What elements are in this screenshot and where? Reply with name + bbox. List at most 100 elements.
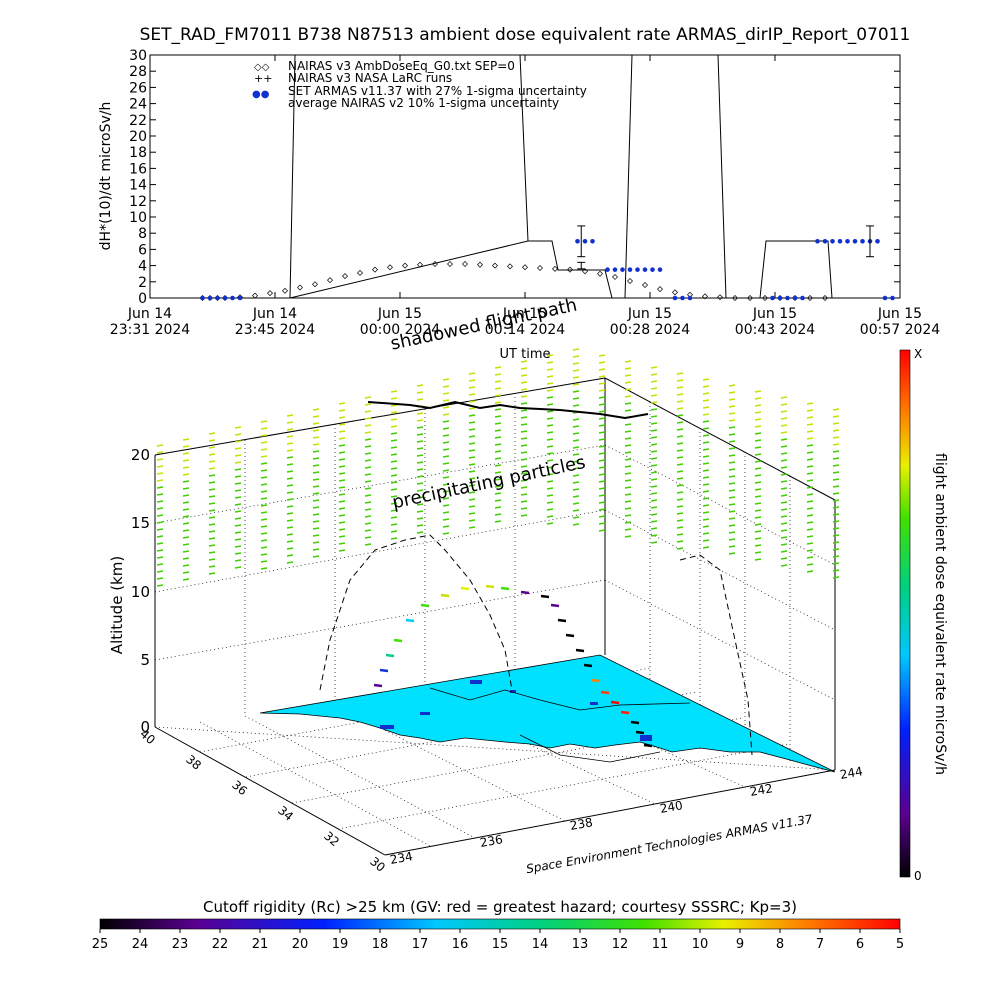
particle-mark (598, 522, 606, 525)
particle-mark (156, 549, 164, 552)
particle-mark (598, 389, 606, 392)
particle-mark (624, 479, 632, 482)
y-tick-label: 16 (129, 161, 147, 177)
particle-mark (572, 453, 580, 456)
particle-mark (312, 415, 320, 418)
particle-mark (598, 452, 606, 455)
particle-mark (598, 459, 606, 462)
particle-mark (338, 507, 346, 510)
nairas-point (252, 292, 258, 299)
particle-mark (676, 372, 684, 375)
particle-mark (494, 422, 502, 425)
particle-mark (806, 465, 814, 468)
particle-mark (780, 550, 788, 553)
particle-mark (832, 464, 840, 467)
particle-mark (780, 536, 788, 539)
particle-mark (702, 476, 710, 479)
particle-mark (286, 519, 294, 522)
particle-mark (442, 525, 450, 528)
particle-mark (650, 443, 658, 446)
precipitating-particles (156, 348, 840, 587)
particle-mark (572, 474, 580, 477)
particle-mark (598, 487, 606, 490)
particle-mark (468, 400, 476, 403)
particle-mark (338, 528, 346, 531)
particle-mark (520, 486, 528, 489)
particle-mark (338, 430, 346, 433)
particle-mark (182, 543, 190, 546)
particle-mark (416, 433, 424, 436)
particle-mark (260, 483, 268, 486)
particle-mark (416, 503, 424, 506)
particle-mark (364, 431, 372, 434)
nairas-point (387, 264, 393, 271)
armas-point (657, 267, 663, 272)
particle-mark (806, 409, 814, 412)
particle-mark (468, 456, 476, 459)
particle-mark (364, 459, 372, 462)
particle-mark (286, 512, 294, 515)
particle-mark (650, 541, 658, 544)
particle-mark (312, 436, 320, 439)
x-tick-label-date: Jun 15 (377, 306, 422, 322)
particle-mark (208, 558, 216, 561)
particle-mark (806, 479, 814, 482)
particle-mark (676, 505, 684, 508)
particle-mark (598, 480, 606, 483)
particle-mark (702, 504, 710, 507)
armas-point (575, 239, 580, 244)
particle-mark (780, 452, 788, 455)
particle-mark (780, 543, 788, 546)
particle-mark (598, 410, 606, 413)
particle-mark (780, 459, 788, 462)
particle-mark (338, 402, 346, 405)
nairas-point (432, 260, 438, 267)
particle-mark (572, 439, 580, 442)
y-tick-label: 26 (129, 80, 147, 96)
flight-marker (373, 683, 383, 688)
particle-mark (416, 447, 424, 450)
x-tick-label-time: 23:31 2024 (110, 322, 191, 338)
particle-mark (338, 535, 346, 538)
particle-mark (182, 480, 190, 483)
particle-mark (442, 504, 450, 507)
particle-mark (468, 491, 476, 494)
particle-mark (390, 425, 398, 428)
cutoff-tick-label: 10 (692, 937, 709, 952)
nairas-point (282, 287, 288, 294)
particle-mark (182, 564, 190, 567)
cutoff-rigidity-bar: Cutoff rigidity (Rc) >25 km (GV: red = g… (92, 898, 904, 952)
particle-mark (650, 520, 658, 523)
armas-point (680, 295, 685, 301)
particle-mark (208, 474, 216, 477)
particle-mark (572, 488, 580, 491)
particle-mark (234, 468, 242, 471)
particle-mark (520, 416, 528, 419)
particle-mark (780, 417, 788, 420)
particle-mark (598, 466, 606, 469)
particle-mark (442, 378, 450, 381)
particle-mark (520, 472, 528, 475)
particle-mark (260, 455, 268, 458)
particle-mark (390, 523, 398, 526)
particle-mark (442, 476, 450, 479)
lon-tick-label: 240 (659, 798, 684, 816)
particle-mark (338, 521, 346, 524)
particle-mark (780, 473, 788, 476)
armas-point (650, 267, 655, 272)
particle-mark (702, 490, 710, 493)
particle-mark (234, 531, 242, 534)
particle-mark (364, 473, 372, 476)
particle-mark (442, 392, 450, 395)
particle-mark (650, 471, 658, 474)
particle-mark (260, 427, 268, 430)
armas-point (627, 267, 633, 272)
particle-mark (234, 538, 242, 541)
particle-mark (182, 459, 190, 462)
particle-mark (182, 529, 190, 532)
particle-mark (546, 368, 554, 371)
cutoff-tick-label: 21 (252, 937, 269, 952)
particle-mark (832, 457, 840, 460)
particle-mark (546, 389, 554, 392)
particle-mark (702, 525, 710, 528)
